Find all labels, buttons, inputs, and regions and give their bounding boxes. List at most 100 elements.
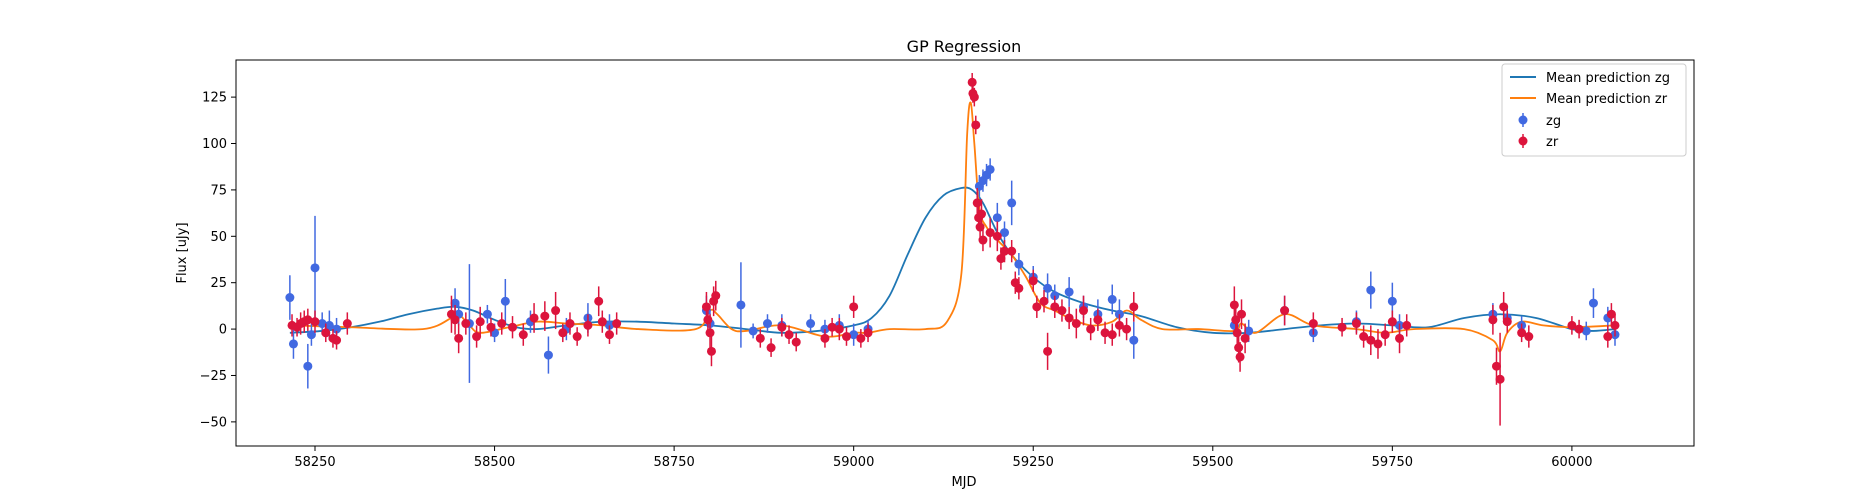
zg-point-25	[806, 319, 816, 329]
zr-point-86	[1237, 309, 1247, 319]
zr-point-106	[1567, 320, 1577, 330]
x-tick-label-6: 59750	[1372, 455, 1413, 470]
zr-point-66	[1032, 302, 1042, 312]
zr-point-76	[1100, 328, 1110, 338]
plot-frame	[235, 59, 1695, 447]
chart-title: GP Regression	[907, 37, 1022, 56]
zr-point-104	[1517, 328, 1527, 338]
zr-point-81	[1229, 300, 1239, 310]
zr-point-12	[454, 333, 464, 343]
zr-point-41	[791, 337, 801, 347]
y-tick-label-6: 100	[202, 137, 227, 152]
zr-point-18	[508, 322, 518, 332]
zr-point-101	[1495, 374, 1505, 384]
zr-point-13	[461, 319, 471, 329]
zg-point-48	[1244, 326, 1254, 336]
zr-point-14	[472, 332, 482, 342]
zg-point-35	[1000, 228, 1010, 238]
zg-point-34	[992, 213, 1002, 223]
zr-point-52	[971, 120, 981, 130]
zr-point-39	[777, 322, 787, 332]
zg-point-36	[1007, 198, 1017, 208]
zr-point-97	[1395, 333, 1405, 343]
zr-point-69	[1050, 302, 1060, 312]
zr-point-23	[558, 328, 568, 338]
zg-point-52	[1366, 285, 1376, 295]
zr-point-24	[565, 319, 575, 329]
zr-point-59	[992, 231, 1002, 241]
zr-point-9	[342, 319, 352, 329]
legend: Mean prediction zg Mean prediction zr zg…	[1501, 63, 1687, 157]
zr-point-37	[755, 333, 765, 343]
zr-point-103	[1502, 317, 1512, 327]
zr-point-6	[321, 328, 331, 338]
legend-label-zg-line: Mean prediction zg	[1546, 71, 1670, 86]
zr-point-89	[1308, 319, 1318, 329]
zr-point-60	[996, 254, 1006, 264]
zg-point-53	[1387, 296, 1397, 306]
x-axis-label: MJD	[951, 475, 976, 490]
x-tick-label-5: 59500	[1192, 455, 1233, 470]
zr-point-30	[612, 319, 622, 329]
zg-point-33	[985, 164, 995, 174]
zr-point-36	[711, 291, 721, 301]
zr-point-20	[529, 313, 539, 323]
zr-point-70	[1057, 306, 1067, 316]
zr-point-47	[856, 333, 866, 343]
y-axis-label: Flux [uJy]	[175, 222, 190, 283]
zr-point-56	[977, 209, 987, 219]
zr-point-45	[841, 332, 851, 342]
zr-point-87	[1240, 333, 1250, 343]
legend-label-zr-line: Mean prediction zr	[1546, 92, 1668, 107]
zr-point-5	[310, 317, 320, 327]
zr-point-4	[303, 315, 313, 325]
series-points-zg	[285, 158, 1620, 389]
zr-point-83	[1232, 328, 1242, 338]
y-tick-label-1: −25	[200, 369, 227, 384]
zg-point-59	[1588, 298, 1598, 308]
zr-point-62	[1007, 246, 1017, 256]
y-tick-label-4: 50	[210, 230, 227, 245]
zr-point-109	[1606, 309, 1616, 319]
zr-point-72	[1071, 319, 1081, 329]
zg-point-44	[1107, 294, 1117, 304]
zr-point-110	[1610, 320, 1620, 330]
zr-point-42	[820, 333, 830, 343]
zg-point-8	[450, 298, 460, 308]
zr-point-91	[1351, 319, 1361, 329]
zr-point-80	[1129, 302, 1139, 312]
y-tick-label-3: 25	[210, 276, 227, 291]
y-axis: −50 −25 0 25 50 75 100 125	[200, 91, 236, 430]
zr-point-100	[1491, 361, 1501, 371]
x-tick-label-0: 58250	[294, 455, 335, 470]
zr-point-84	[1234, 343, 1244, 353]
zr-point-16	[486, 322, 496, 332]
zr-point-44	[834, 324, 844, 334]
zg-point-23	[762, 319, 772, 329]
zr-point-75	[1093, 315, 1103, 325]
zg-point-21	[736, 300, 746, 310]
zr-point-73	[1079, 306, 1089, 316]
zr-point-11	[450, 315, 460, 325]
legend-swatch-zg-points	[1518, 113, 1528, 127]
zr-point-22	[551, 306, 561, 316]
zr-point-28	[597, 317, 607, 327]
zr-point-64	[1014, 283, 1024, 293]
zr-point-29	[604, 330, 614, 340]
y-tick-label-2: 0	[219, 323, 227, 338]
zr-point-61	[1000, 246, 1010, 256]
zr-point-105	[1524, 332, 1534, 342]
zg-point-1	[288, 339, 298, 349]
zg-point-6	[324, 320, 334, 330]
zr-point-65	[1028, 276, 1038, 286]
zr-point-46	[849, 302, 859, 312]
zr-point-67	[1039, 296, 1049, 306]
zg-point-37	[1014, 259, 1024, 269]
zr-point-93	[1366, 335, 1376, 345]
zr-point-95	[1380, 330, 1390, 340]
zr-point-71	[1064, 313, 1074, 323]
zr-point-19	[518, 330, 528, 340]
zr-point-88	[1280, 306, 1290, 316]
legend-box	[1501, 63, 1687, 157]
zr-point-21	[540, 311, 550, 321]
